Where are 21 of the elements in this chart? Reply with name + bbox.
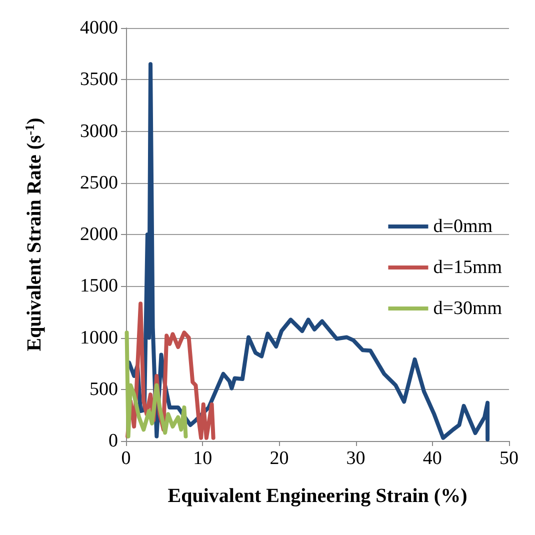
y-tick-label: 3500 [80,69,118,90]
y-axis-title: Equivalent Strain Rate (s-1) [22,118,46,352]
legend-label: d=30mm [433,298,502,319]
x-tick-label: 10 [193,448,212,469]
line-series [124,330,188,438]
y-tick-label: 0 [108,430,118,452]
x-tick-label: 50 [500,448,518,469]
y-tick-label: 500 [90,378,118,400]
x-tick-label: 30 [346,448,366,469]
x-tick-label: 40 [422,448,442,469]
x-axis-title: Equivalent Engineering Strain (%) [168,485,468,507]
y-tick-label: 1000 [80,327,118,348]
y-tick-label: 3000 [80,120,118,142]
y-tick-label: 2000 [80,224,118,245]
y-tick-label: 2500 [80,172,118,194]
x-tick-label: 0 [121,448,131,469]
y-tick-label: 1500 [80,276,118,297]
y-tick-label: 4000 [80,18,118,38]
legend-label: d=0mm [433,216,493,237]
x-tick-label: 20 [270,448,289,469]
legend-label: d=15mm [433,257,502,278]
